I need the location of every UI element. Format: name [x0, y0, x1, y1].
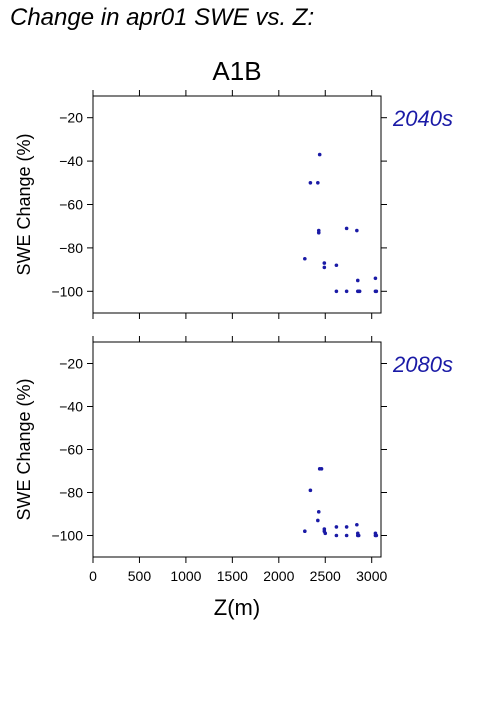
x-tick-label: 1000 [170, 568, 201, 584]
x-tick-label: 0 [89, 568, 97, 584]
chart-panel-2040s: −20 −40 −60 −80 −100 SWE Change (%) A1B 2040s [14, 56, 453, 319]
data-point [355, 522, 359, 527]
data-point [316, 230, 321, 235]
data-point [357, 289, 362, 294]
y-axis-label: SWE Change (%) [14, 378, 34, 520]
data-point [344, 525, 349, 529]
data-point [319, 467, 324, 471]
chart-panel-2080s: −20 −40 −60 −80 −100 0 500 1000 1500 2000 2500 3000… [14, 336, 453, 620]
y-axis-label: SWE Change (%) [14, 133, 34, 275]
data-point [316, 510, 321, 514]
data-point [344, 226, 349, 231]
data-point [355, 278, 360, 283]
data-point [308, 488, 313, 493]
x-tick-label: 2000 [263, 568, 294, 584]
data-point [374, 289, 379, 294]
data-point [355, 228, 359, 233]
data-point [323, 531, 328, 536]
data-point [317, 152, 322, 157]
data-point [308, 181, 313, 185]
chart-title: A1B [212, 56, 261, 86]
data-point [334, 263, 339, 268]
data-point [322, 265, 327, 270]
panel-period-label: 2040s [392, 106, 453, 131]
x-tick-label: 3000 [356, 568, 387, 584]
x-tick-label: 500 [128, 568, 152, 584]
y-tick-label: −60 [59, 197, 83, 213]
data-point [322, 261, 327, 265]
panel-period-label: 2080s [392, 352, 453, 377]
plot-frame [92, 341, 382, 558]
y-tick-label: −100 [51, 283, 83, 299]
y-tick-label: −60 [59, 442, 83, 458]
data-point [344, 533, 349, 538]
data-point [373, 276, 378, 281]
data-point [303, 529, 307, 533]
x-axis-label: Z(m) [214, 595, 260, 620]
x-tick-label: 2500 [310, 568, 341, 584]
y-tick-label: −20 [59, 356, 83, 372]
y-tick-label: −40 [59, 153, 83, 169]
y-tick-label: −80 [59, 240, 83, 256]
y-tick-label: −80 [59, 485, 83, 501]
y-tick-label: −100 [51, 528, 83, 544]
data-point [316, 518, 320, 523]
data-point [344, 289, 349, 294]
y-tick-label: −40 [59, 399, 83, 415]
data-point [356, 533, 361, 538]
x-tick-label: 1500 [217, 568, 248, 584]
y-tick-label: −20 [59, 110, 83, 126]
data-point [316, 181, 320, 185]
figure-title: Change in apr01 SWE vs. Z: [10, 4, 315, 31]
data-point [334, 525, 339, 529]
data-point [303, 256, 307, 261]
data-point [334, 289, 339, 294]
data-point [374, 533, 379, 538]
data-point [334, 533, 339, 538]
plot-frame [92, 95, 382, 314]
